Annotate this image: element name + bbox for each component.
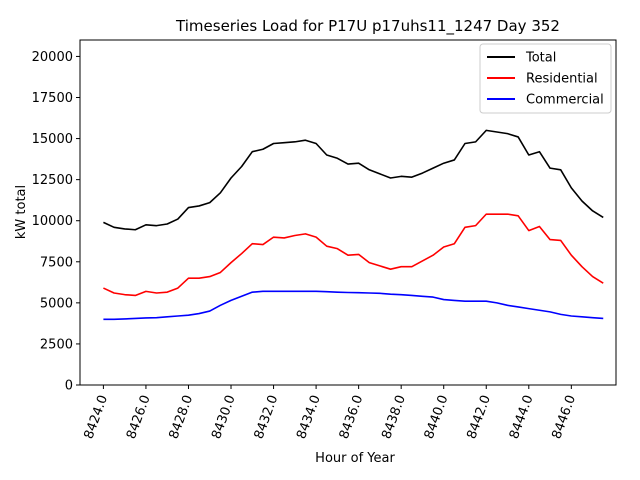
y-tick-label: 7500	[40, 255, 73, 270]
y-tick-label: 0	[65, 379, 73, 394]
x-tick-label: 8436.0	[337, 393, 367, 441]
legend-label-residential: Residential	[526, 72, 598, 87]
x-tick-label: 8440.0	[422, 393, 452, 441]
x-tick-label: 8444.0	[507, 393, 537, 441]
x-tick-label: 8428.0	[167, 393, 197, 441]
y-axis-label: kW total	[14, 185, 29, 239]
y-tick-label: 20000	[32, 50, 73, 65]
y-tick-label: 5000	[40, 296, 73, 311]
y-tick-label: 2500	[40, 337, 73, 352]
legend-frame	[479, 43, 612, 114]
legend-label-commercial: Commercial	[526, 93, 604, 108]
y-tick-label: 15000	[32, 132, 73, 147]
y-tick-label: 17500	[32, 91, 73, 106]
series-line-commercial	[103, 290, 604, 321]
x-tick-label: 8424.0	[81, 393, 111, 441]
x-tick-label: 8426.0	[124, 393, 154, 441]
x-axis: 8424.0 8426.0 8428.0 8430.0 8432.0 8434.0 8436…	[81, 385, 579, 441]
x-axis-label: Hour of Year	[315, 451, 395, 466]
x-tick-label: 8430.0	[209, 393, 239, 441]
y-tick-label: 10000	[32, 214, 73, 229]
x-tick-label: 8442.0	[464, 393, 494, 441]
chart-title: Timeseries Load for P17U p17uhs11_1247 D…	[175, 17, 560, 36]
legend: Total Residential Commercial	[479, 43, 612, 114]
x-tick-label: 8446.0	[549, 393, 579, 441]
legend-label-total: Total	[525, 51, 556, 66]
y-axis: 0 2500 5000 7500 10000 12500 15000 17500 20000	[32, 50, 80, 394]
series-line-total	[103, 129, 604, 231]
x-tick-label: 8438.0	[379, 393, 409, 441]
x-tick-label: 8432.0	[252, 393, 282, 441]
x-tick-label: 8434.0	[294, 393, 324, 441]
y-tick-label: 12500	[32, 173, 73, 188]
series-group	[103, 129, 604, 321]
series-line-residential	[103, 213, 604, 297]
